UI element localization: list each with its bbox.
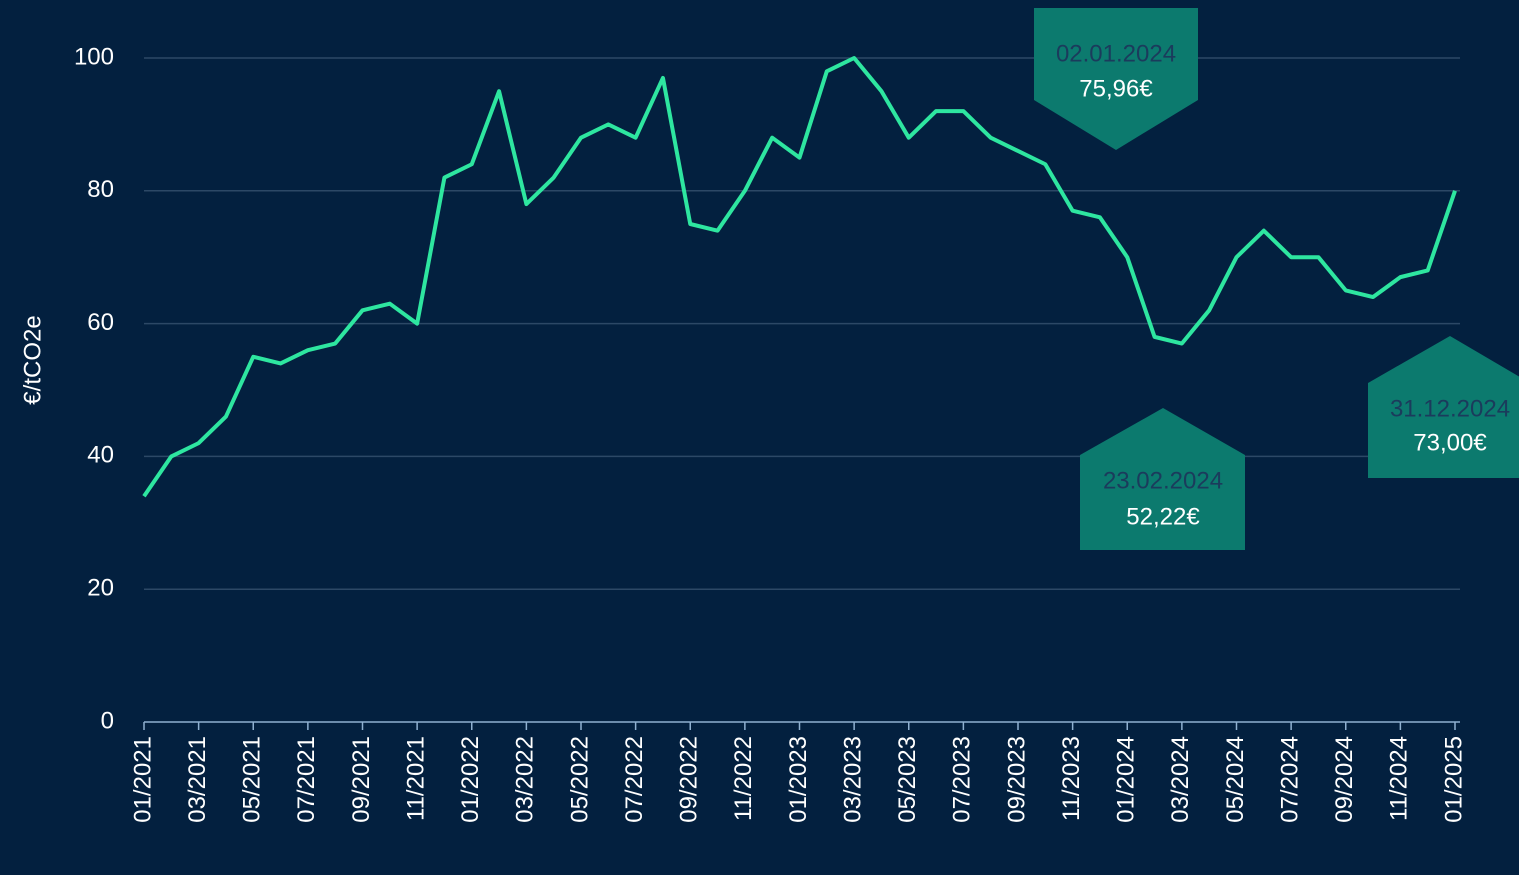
price-line [142,56,1457,498]
x-tick-label: 09/2021 [348,736,375,823]
x-tick-label: 07/2024 [1276,736,1303,823]
callout [1080,408,1245,550]
y-tick-label: 0 [101,707,114,734]
x-tick-label: 01/2025 [1440,736,1467,823]
y-tick-label: 100 [74,43,114,70]
x-tick-label: 05/2024 [1222,736,1249,823]
x-tick-label: 01/2022 [457,736,484,823]
x-tick-label: 05/2021 [239,736,266,823]
x-tick-label: 01/2024 [1113,736,1140,823]
x-tick-label: 11/2024 [1386,736,1413,821]
annotations: 02.01.2024 75,96€ 23.02.2024 52,22€ 31.1… [1034,8,1519,550]
x-tick-label: 01/2021 [129,736,156,823]
x-tick-label: 05/2023 [894,736,921,823]
x-tick-label: 03/2022 [512,736,539,823]
callout [1368,336,1519,478]
callout-date: 31.12.2024 [1390,395,1510,422]
callout-price: 52,22€ [1126,503,1200,530]
y-axis-label: €/tCO2e [19,315,46,404]
x-tick-label: 07/2021 [293,736,320,823]
x-tick-label: 11/2021 [402,736,429,821]
x-tick-label: 07/2023 [949,736,976,823]
x-tick-label: 05/2022 [566,736,593,823]
x-tick-label: 07/2022 [621,736,648,823]
x-tick-label: 01/2023 [785,736,812,823]
callout [1034,8,1198,150]
x-tick-label: 09/2022 [676,736,703,823]
callout-price: 75,96€ [1079,75,1153,102]
y-tick-label: 40 [87,442,114,469]
y-tick-label: 80 [87,176,114,203]
y-tick-label: 20 [87,575,114,602]
x-tick-label: 11/2022 [730,736,757,821]
callout-date: 23.02.2024 [1103,467,1223,494]
x-tick-label: 11/2023 [1058,736,1085,821]
x-tick-label: 09/2023 [1003,736,1030,823]
callout-date: 02.01.2024 [1056,40,1176,67]
y-tick-label: 60 [87,309,114,336]
x-tick-label: 03/2023 [839,736,866,823]
callout-price: 73,00€ [1413,429,1487,456]
x-tick-label: 03/2024 [1167,736,1194,823]
x-tick-label: 03/2021 [184,736,211,823]
x-tick-label: 09/2024 [1331,736,1358,823]
